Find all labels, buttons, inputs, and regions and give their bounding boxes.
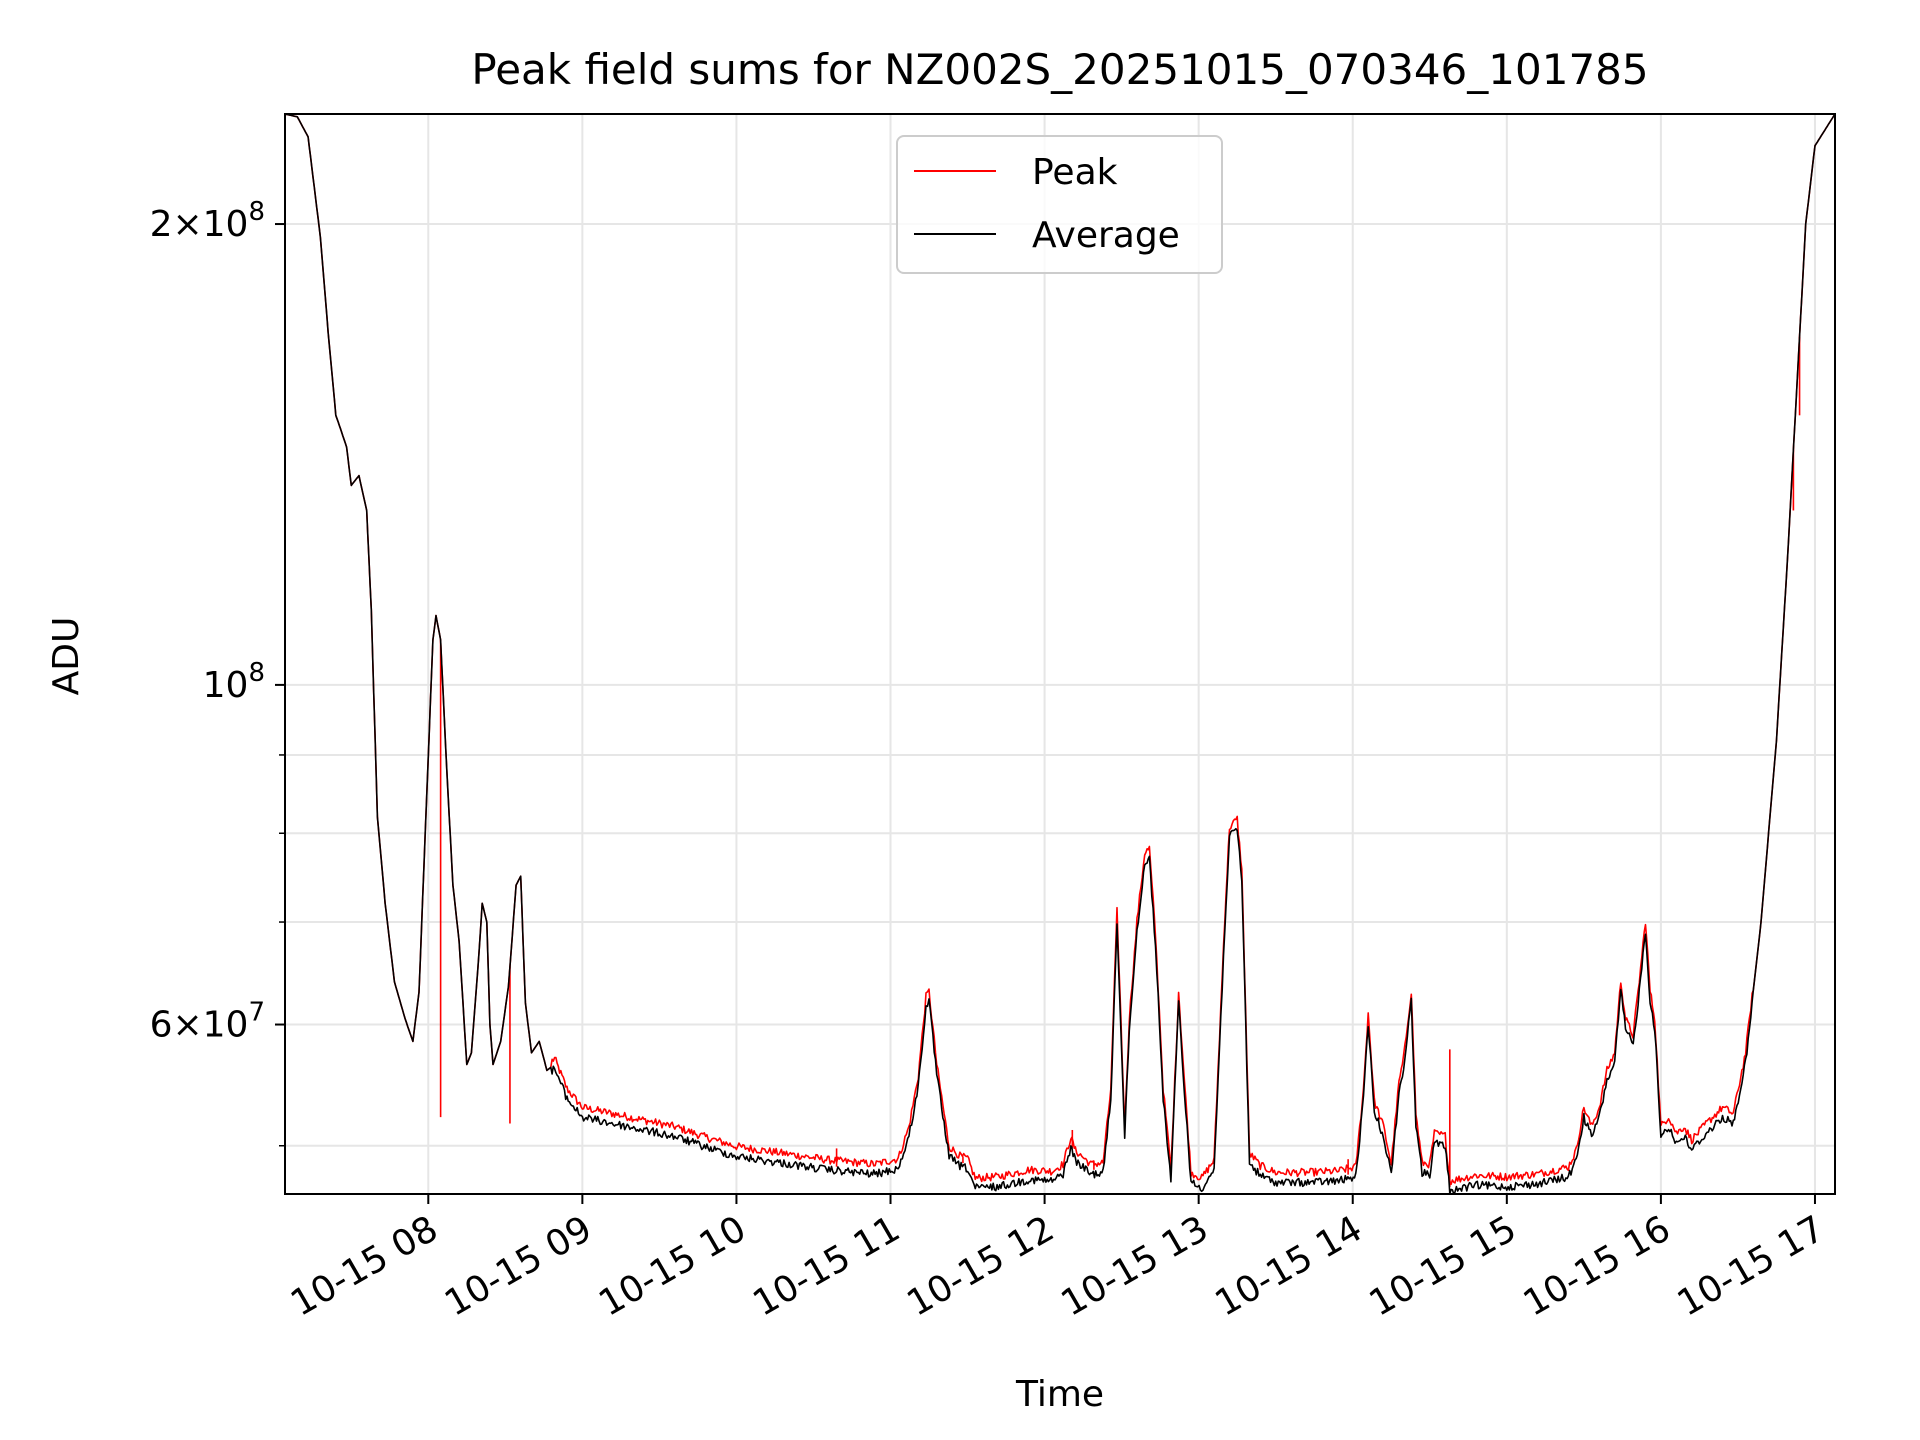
- legend-label-peak: Peak: [1032, 152, 1118, 193]
- plot-frame: [284, 113, 1836, 1195]
- y-tick-label: 2×108: [150, 197, 265, 245]
- legend-label-average: Average: [1032, 215, 1180, 256]
- y-tick-label: 108: [203, 658, 265, 706]
- plot-area: [284, 113, 1836, 1195]
- average-series-line: [284, 113, 1836, 1195]
- grid: [285, 114, 1835, 1194]
- legend: Peak Average: [896, 135, 1223, 274]
- y-tick-label: 6×107: [150, 998, 265, 1046]
- x-axis-label: Time: [1015, 1374, 1104, 1415]
- chart-title: Peak field sums for NZ002S_20251015_0703…: [471, 45, 1648, 94]
- y-axis-label: ADU: [46, 617, 87, 696]
